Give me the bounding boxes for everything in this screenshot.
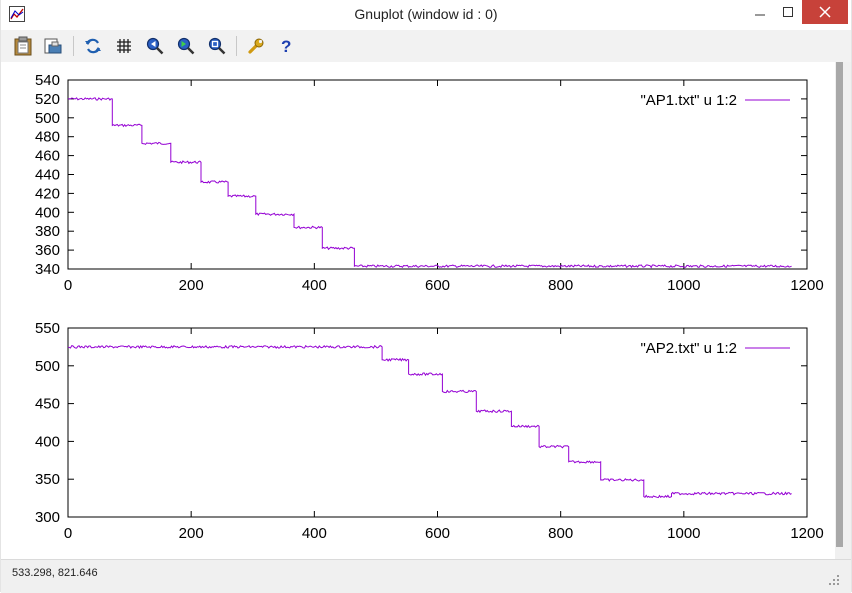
- autoscale-icon: [208, 37, 226, 55]
- print-button[interactable]: [41, 35, 65, 57]
- y-tick-label: 400: [35, 433, 60, 450]
- x-tick-label: 1200: [790, 525, 823, 542]
- print-icon: [44, 38, 62, 54]
- y-tick-label: 340: [35, 261, 60, 278]
- y-tick-label: 300: [35, 509, 60, 526]
- replot-icon: [85, 38, 101, 54]
- x-tick-label: 1000: [667, 525, 700, 542]
- mouse-coordinates: 533.298, 821.646: [12, 567, 98, 579]
- y-tick-label: 500: [35, 110, 60, 127]
- copy-to-clipboard-button[interactable]: [11, 35, 35, 57]
- y-tick-label: 350: [35, 471, 60, 488]
- toggle-grid-button[interactable]: [112, 35, 136, 57]
- scrollbar-thumb[interactable]: [836, 62, 843, 547]
- zoom-previous-icon: [146, 37, 164, 55]
- x-tick-label: 1200: [790, 277, 823, 294]
- maximize-button[interactable]: [774, 0, 802, 24]
- window-title: Gnuplot (window id : 0): [354, 6, 498, 22]
- grid-icon: [117, 39, 131, 53]
- zoom-next-button[interactable]: [174, 35, 198, 57]
- replot-button[interactable]: [81, 35, 105, 57]
- help-icon: ?: [281, 37, 291, 55]
- x-tick-label: 600: [425, 525, 450, 542]
- x-tick-label: 200: [179, 277, 204, 294]
- y-tick-label: 460: [35, 148, 60, 165]
- minimize-button[interactable]: [746, 0, 774, 24]
- x-tick-label: 400: [302, 525, 327, 542]
- x-tick-label: 600: [425, 277, 450, 294]
- legend-label: "AP1.txt" u 1:2: [640, 92, 737, 109]
- x-tick-label: 200: [179, 525, 204, 542]
- close-icon: [819, 6, 831, 18]
- zoom-next-icon: [177, 37, 195, 55]
- series-line: [67, 344, 792, 499]
- autoscale-button[interactable]: [205, 35, 229, 57]
- minimize-icon: [755, 14, 765, 16]
- y-tick-label: 380: [35, 223, 60, 240]
- y-tick-label: 480: [35, 129, 60, 146]
- close-button[interactable]: [802, 0, 848, 24]
- y-tick-label: 520: [35, 91, 60, 108]
- y-tick-label: 400: [35, 204, 60, 221]
- toolbar-separator: [73, 36, 74, 56]
- y-tick-label: 500: [35, 358, 60, 375]
- x-tick-label: 0: [64, 277, 72, 294]
- title-bar[interactable]: Gnuplot (window id : 0): [1, 0, 851, 30]
- plot-canvas[interactable]: 0 200 400 600 800 1000 1200 340 360 380 400 420 440 4…: [2, 62, 835, 559]
- y-tick-label: 550: [35, 320, 60, 337]
- legend-label: "AP2.txt" u 1:2: [640, 340, 737, 357]
- help-button[interactable]: ?: [274, 35, 298, 57]
- x-tick-label: 1000: [667, 277, 700, 294]
- wrench-icon: [248, 38, 264, 54]
- status-bar: 533.298, 821.646: [1, 559, 851, 593]
- y-tick-label: 540: [35, 72, 60, 89]
- toolbar-separator: [236, 36, 237, 56]
- toolbar: ?: [1, 30, 851, 62]
- x-tick-label: 800: [548, 525, 573, 542]
- x-tick-label: 400: [302, 277, 327, 294]
- clipboard-icon: [14, 36, 32, 56]
- y-tick-label: 360: [35, 242, 60, 259]
- svg-text:?: ?: [281, 37, 291, 55]
- x-tick-label: 800: [548, 277, 573, 294]
- y-tick-label: 450: [35, 396, 60, 413]
- resize-grip-icon[interactable]: [829, 575, 839, 585]
- options-button[interactable]: [244, 35, 268, 57]
- y-tick-label: 420: [35, 185, 60, 202]
- gnuplot-app-icon: [9, 6, 25, 22]
- x-tick-label: 0: [64, 525, 72, 542]
- y-tick-label: 440: [35, 167, 60, 184]
- maximize-icon: [783, 7, 793, 17]
- series-line: [68, 97, 792, 269]
- zoom-previous-button[interactable]: [143, 35, 167, 57]
